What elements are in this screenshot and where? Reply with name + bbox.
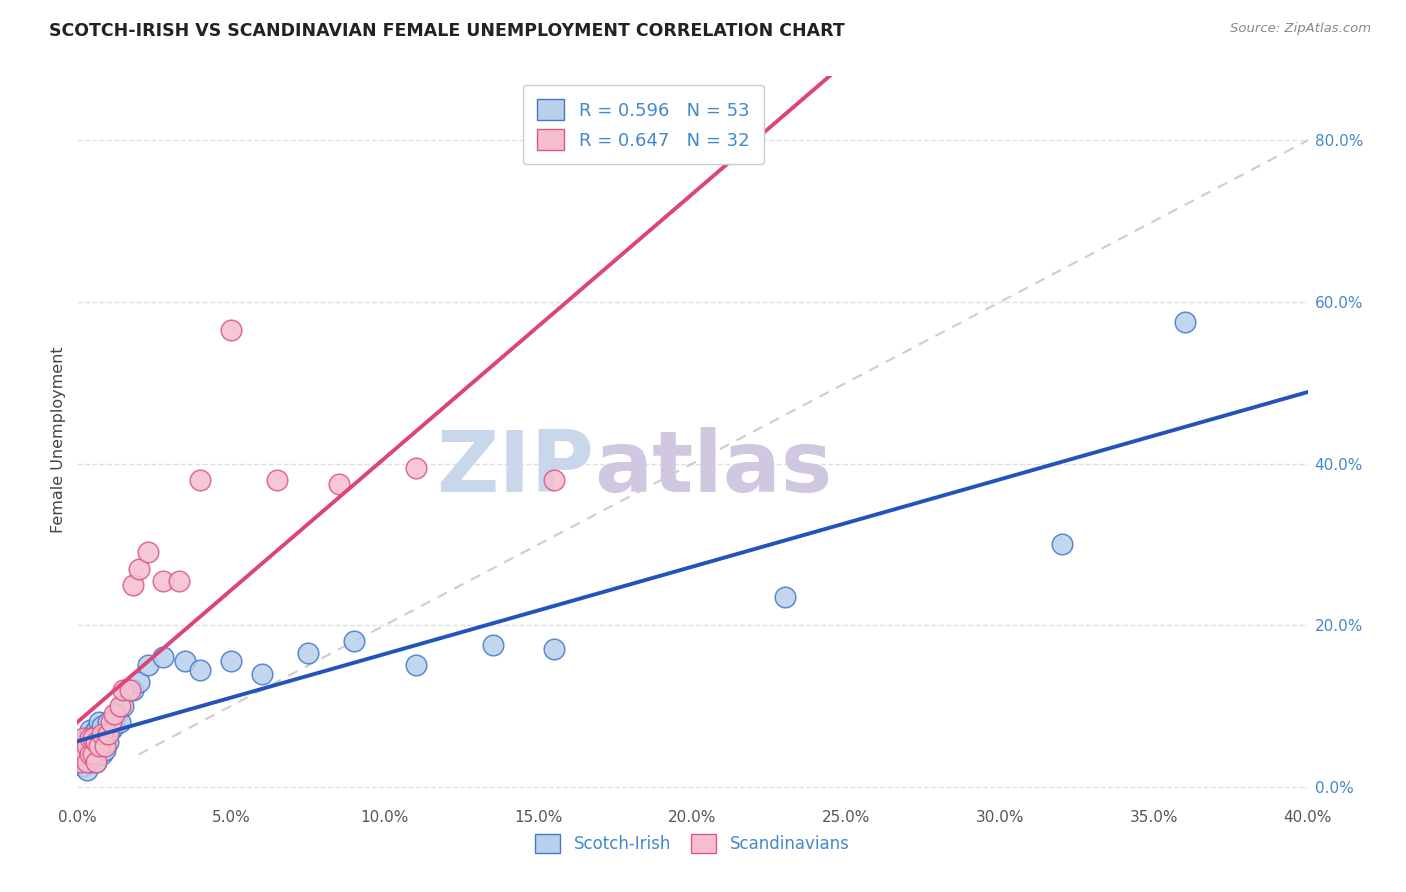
Y-axis label: Female Unemployment: Female Unemployment: [51, 346, 66, 533]
Point: [72, 747, 94, 762]
Point: [72, 747, 94, 762]
Point: [118, 682, 141, 697]
Point: [84, 735, 107, 749]
Text: atlas: atlas: [595, 427, 832, 510]
Point: [481, 638, 503, 652]
Point: [97, 714, 120, 729]
Point: [79, 756, 101, 770]
Point: [76, 756, 98, 770]
Point: [1174, 315, 1197, 329]
Point: [72, 735, 94, 749]
Point: [79, 731, 101, 746]
Point: [97, 735, 120, 749]
Point: [100, 714, 122, 729]
Point: [79, 723, 101, 737]
Point: [90, 727, 114, 741]
Point: [110, 698, 132, 713]
Point: [94, 727, 117, 741]
Point: [69, 756, 91, 770]
Point: [94, 743, 117, 757]
Point: [72, 759, 94, 773]
Point: [219, 655, 242, 669]
Point: [69, 739, 91, 754]
Point: [82, 751, 104, 765]
Point: [543, 642, 565, 657]
Point: [121, 682, 143, 697]
Point: [84, 756, 107, 770]
Point: [76, 747, 98, 762]
Point: [152, 574, 174, 588]
Legend: Scotch-Irish, Scandinavians: Scotch-Irish, Scandinavians: [529, 827, 856, 860]
Point: [84, 735, 107, 749]
Point: [219, 323, 242, 337]
Point: [328, 476, 350, 491]
Point: [405, 658, 427, 673]
Point: [188, 663, 212, 677]
Point: [543, 473, 565, 487]
Point: [72, 751, 94, 765]
Point: [69, 739, 91, 754]
Point: [128, 674, 150, 689]
Point: [79, 743, 101, 757]
Point: [87, 714, 110, 729]
Point: [266, 473, 288, 487]
Point: [1050, 537, 1073, 551]
Point: [136, 545, 159, 559]
Point: [297, 646, 319, 660]
Point: [87, 747, 110, 762]
Point: [121, 578, 143, 592]
Point: [343, 634, 366, 648]
Point: [112, 698, 135, 713]
Point: [90, 731, 114, 746]
Point: [84, 723, 107, 737]
Point: [773, 590, 796, 604]
Point: [76, 731, 98, 746]
Point: [105, 706, 128, 721]
Point: [79, 731, 101, 746]
Point: [90, 719, 114, 733]
Point: [69, 747, 91, 762]
Text: SCOTCH-IRISH VS SCANDINAVIAN FEMALE UNEMPLOYMENT CORRELATION CHART: SCOTCH-IRISH VS SCANDINAVIAN FEMALE UNEM…: [49, 22, 845, 40]
Point: [110, 714, 132, 729]
Point: [94, 739, 117, 754]
Point: [250, 666, 273, 681]
Point: [152, 650, 174, 665]
Point: [405, 460, 427, 475]
Point: [82, 731, 104, 746]
Text: ZIP: ZIP: [436, 427, 595, 510]
Point: [100, 723, 122, 737]
Text: Source: ZipAtlas.com: Source: ZipAtlas.com: [1230, 22, 1371, 36]
Point: [103, 706, 125, 721]
Point: [79, 747, 101, 762]
Point: [76, 764, 98, 778]
Point: [84, 756, 107, 770]
Point: [174, 655, 197, 669]
Point: [87, 735, 110, 749]
Point: [76, 751, 98, 765]
Point: [82, 727, 104, 741]
Point: [76, 739, 98, 754]
Point: [128, 561, 150, 575]
Point: [87, 739, 110, 754]
Point: [103, 719, 125, 733]
Point: [76, 735, 98, 749]
Point: [82, 747, 104, 762]
Point: [90, 747, 114, 762]
Point: [72, 731, 94, 746]
Point: [69, 756, 91, 770]
Point: [82, 739, 104, 754]
Point: [167, 574, 190, 588]
Point: [97, 727, 120, 741]
Point: [112, 682, 135, 697]
Point: [136, 658, 159, 673]
Point: [188, 473, 212, 487]
